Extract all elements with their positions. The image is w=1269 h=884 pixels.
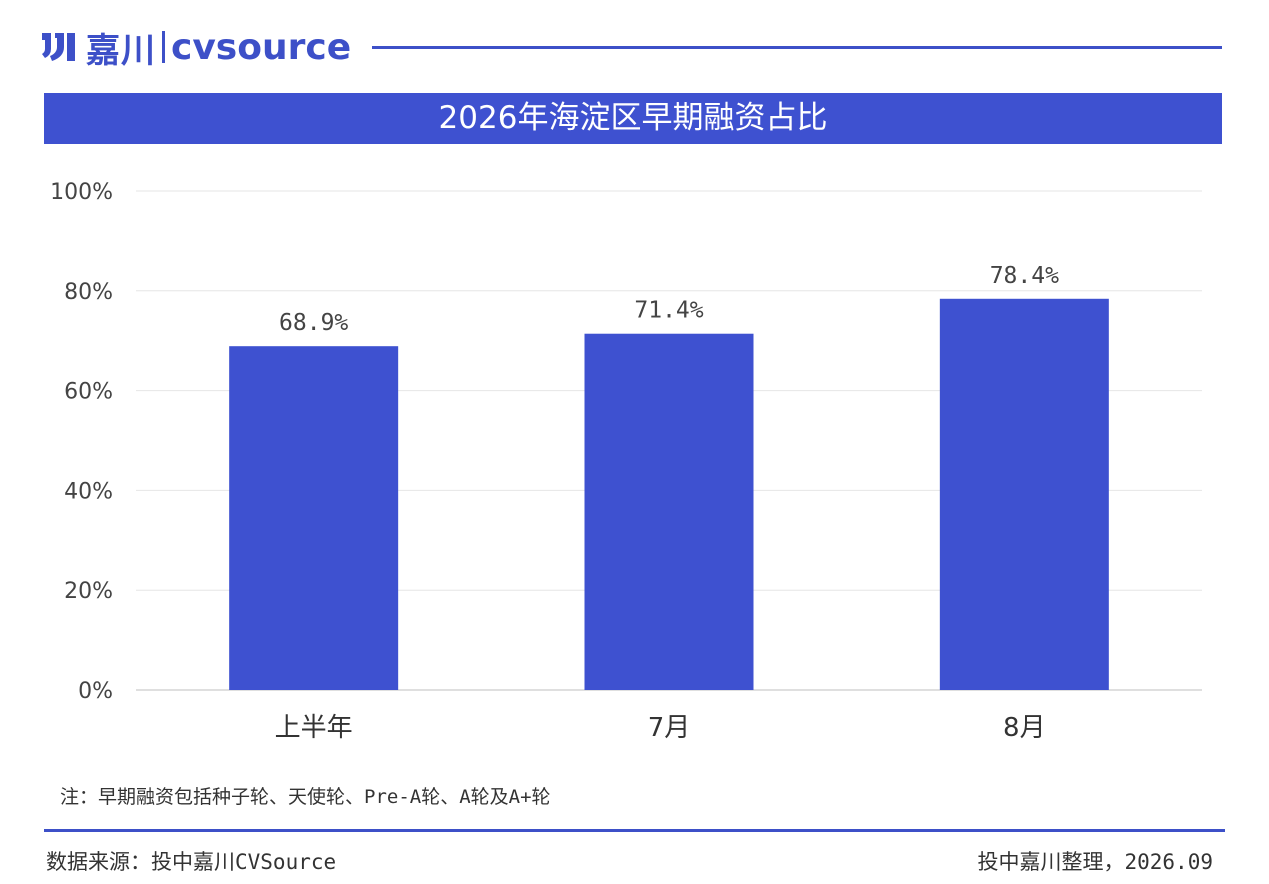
data-source: 数据来源：投中嘉川CVSource <box>46 850 337 874</box>
bar-value-labels: 68.9% 71.4% 78.4% <box>279 263 1059 336</box>
bar <box>939 298 1109 690</box>
chart-bars <box>229 298 1109 690</box>
x-tick-label: 上半年 <box>275 713 353 743</box>
y-tick-label: 40% <box>64 479 113 504</box>
y-tick-label: 60% <box>64 380 113 405</box>
header-rule <box>372 46 1222 49</box>
brand-separator <box>162 31 165 63</box>
chart-title: 2026年海淀区早期融资占比 <box>44 93 1222 144</box>
x-tick-label: 7月 <box>648 713 691 743</box>
bar-chart: 0% 20% 40% 60% 80% 100% 68.9% 71.4% 78.4% 上半年 7月… <box>50 180 1202 743</box>
bar-value-label: 71.4% <box>634 298 703 324</box>
x-tick-label: 8月 <box>1003 713 1046 743</box>
y-tick-label: 0% <box>78 679 113 704</box>
chart-note: 注：早期融资包括种子轮、天使轮、Pre-A轮、A轮及A+轮 <box>60 786 551 808</box>
y-axis-ticks: 0% 20% 40% 60% 80% 100% <box>50 180 113 704</box>
y-tick-label: 100% <box>50 180 113 205</box>
brand-mark-icon <box>42 33 75 61</box>
footer-rule <box>44 829 1225 832</box>
brand-name-cn: 嘉川 <box>86 30 156 71</box>
bar-value-label: 68.9% <box>279 310 348 336</box>
bar <box>584 333 754 690</box>
credit-line: 投中嘉川整理，2026.09 <box>977 850 1213 874</box>
brand-logo: 嘉川 cvsource <box>38 24 352 71</box>
x-axis-ticks: 上半年 7月 8月 <box>275 713 1046 743</box>
brand-name-en: cvsource <box>171 26 352 68</box>
bar <box>229 346 399 690</box>
y-tick-label: 80% <box>64 280 113 305</box>
bar-value-label: 78.4% <box>990 263 1059 289</box>
y-tick-label: 20% <box>64 579 113 604</box>
